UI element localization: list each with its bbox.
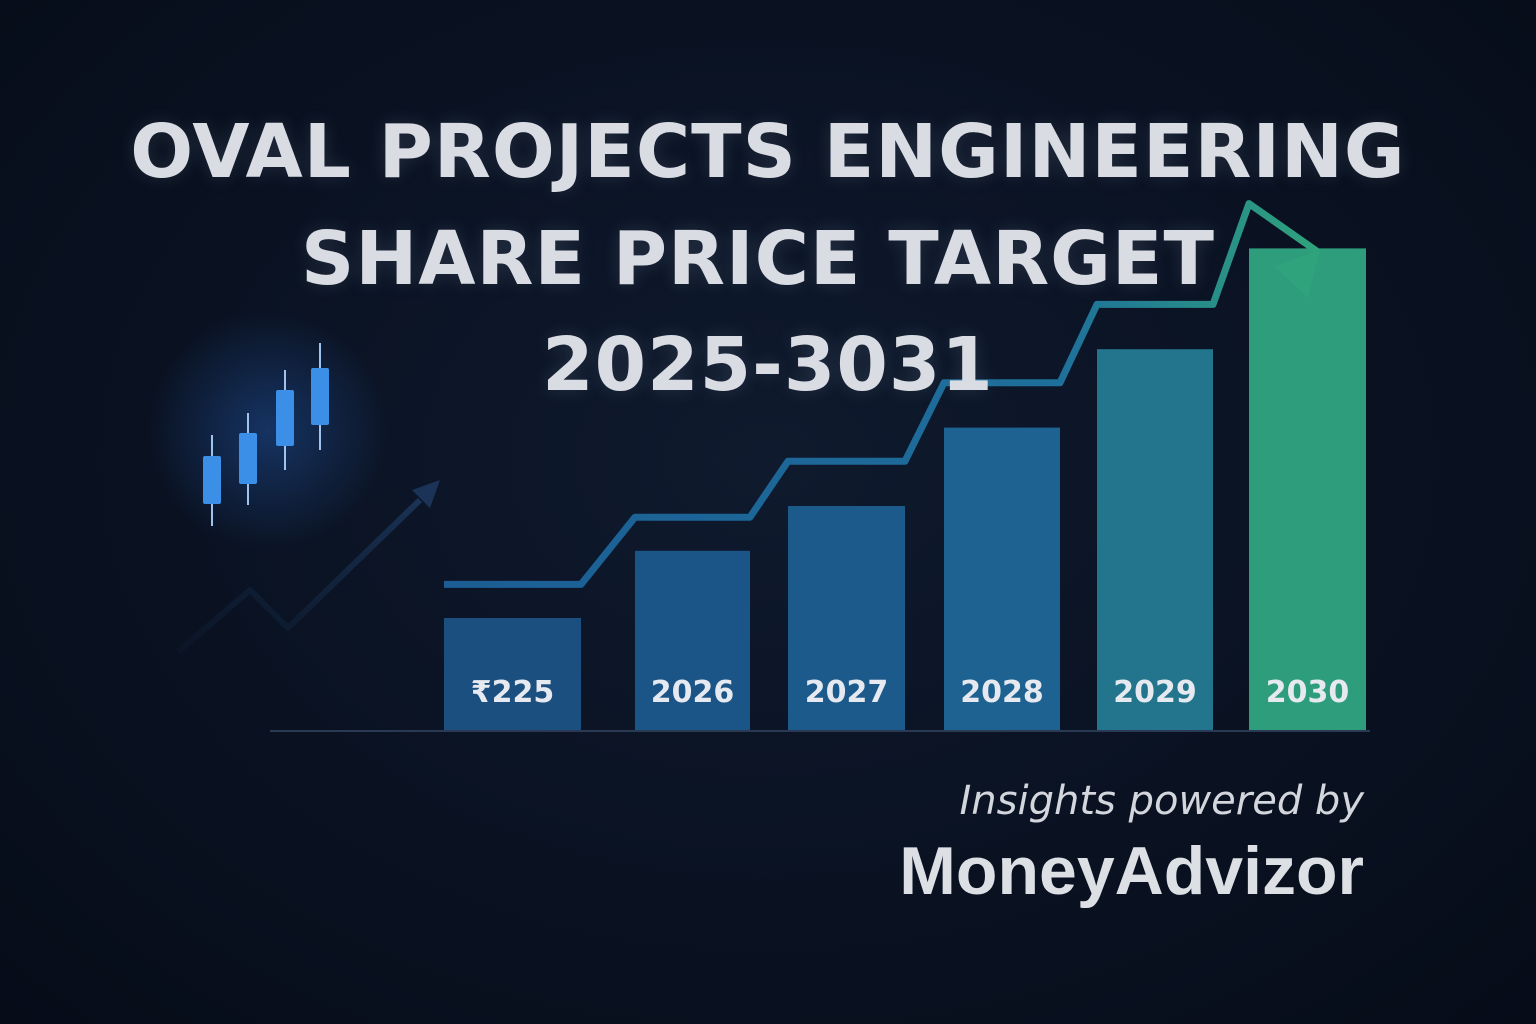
arrow-head-icon: [1274, 250, 1320, 298]
brand-logo-text: MoneyAdvizor: [899, 833, 1364, 909]
bar-label-4: 2029: [1113, 675, 1197, 710]
credit-text: Insights powered by: [959, 778, 1365, 824]
bar-label-1: 2026: [651, 675, 735, 710]
bar-5: [1249, 248, 1366, 730]
bar-1: [635, 550, 750, 730]
bar-label-3: 2028: [960, 675, 1044, 710]
chart-title-line-3: 2025-3031: [542, 322, 994, 408]
trend-arrow-icon: [176, 480, 440, 655]
bar-0: [444, 618, 581, 730]
candlestick-chart-icon: [148, 310, 388, 550]
bar-label-2: 2027: [805, 675, 889, 710]
growth-arrow-icon: [444, 200, 1321, 588]
bar-label-5: 2030: [1266, 675, 1350, 710]
bar-label-0: ₹225: [471, 675, 555, 710]
bar-3: [944, 427, 1060, 730]
chart-title-line-2: SHARE PRICE TARGET: [301, 216, 1215, 302]
chart-title-line-1: OVAL PROJECTS ENGINEERING: [130, 109, 1406, 195]
bar-2: [788, 506, 905, 730]
bar-4: [1097, 349, 1213, 730]
